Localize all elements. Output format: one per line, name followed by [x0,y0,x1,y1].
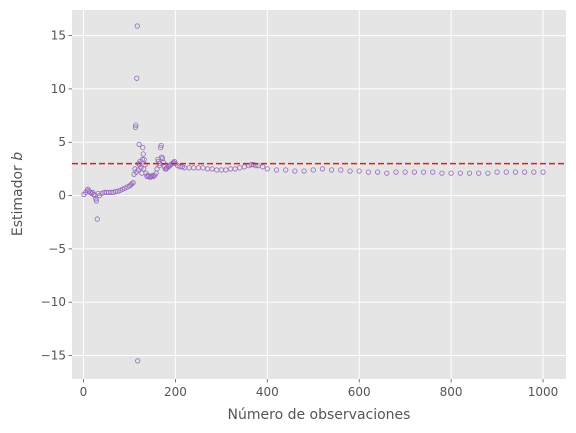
data-point [237,165,243,171]
y-axis-label-prefix: Estimador [10,161,26,236]
data-point [531,169,537,175]
data-point [209,166,215,172]
data-point [420,169,427,175]
data-point [140,144,146,151]
data-point [485,170,491,176]
y-tick-label: 0 [58,189,66,203]
data-point [448,170,454,176]
data-point [156,163,162,169]
x-tick-label: 0 [80,385,88,399]
y-tick-label: 5 [58,135,66,149]
y-tick-label: −10 [41,295,66,309]
data-point [319,166,326,172]
y-axis-label: Estimador b [10,152,26,236]
x-tick-label: 1000 [528,385,559,399]
data-point [134,23,140,29]
data-point [159,154,165,160]
y-tick-label: −15 [41,349,66,363]
data-point [148,173,155,179]
data-point [108,189,114,195]
data-point [512,169,519,175]
data-point [177,164,183,170]
data-point [466,170,473,176]
data-point [132,124,139,130]
data-point [90,191,97,198]
data-point [301,168,307,174]
data-point [133,122,139,128]
data-point [292,168,298,174]
data-point [393,169,399,175]
x-tick-label: 200 [164,385,187,399]
y-tick-label: 15 [51,29,66,43]
data-point [136,141,142,147]
data-point [384,170,390,176]
x-tick-label: 400 [256,385,279,399]
data-point [356,168,362,174]
x-axis-label: Número de observaciones [228,407,411,423]
x-tick-label: 600 [348,385,371,399]
data-point [94,216,100,222]
data-point [140,151,146,157]
data-point [200,165,206,171]
data-point [142,162,148,168]
data-point [129,181,135,187]
x-tick-label: 800 [440,385,463,399]
data-point [439,170,445,176]
data-point [457,170,463,176]
y-tick-label: −5 [48,242,66,256]
data-point [411,169,417,175]
data-point [130,180,136,186]
data-point [273,167,280,173]
data-point [113,188,119,194]
data-point [494,169,500,175]
data-point [232,166,238,172]
y-axis-ticks: −15 −10 −5 0 5 10 15 [41,29,72,363]
data-point [264,166,270,172]
data-point [540,169,546,175]
data-point [365,169,371,175]
data-point [223,167,229,173]
y-axis-label-variable: b [10,152,26,161]
data-point [260,164,266,170]
data-point [139,156,145,162]
data-point [329,167,335,173]
data-point [93,198,99,204]
data-point [402,169,408,175]
data-point [248,162,254,168]
data-point [135,358,141,364]
grid-lines [72,10,566,379]
data-point [158,144,164,151]
data-point [241,164,247,170]
data-point [430,169,436,175]
data-point [141,156,147,162]
data-point [150,173,156,179]
data-point [93,196,99,202]
y-tick-label: 10 [51,82,66,96]
data-point [158,142,164,149]
data-point [132,166,138,172]
data-point [476,170,482,176]
data-point [134,75,140,81]
data-point [347,168,353,174]
data-point [522,169,528,175]
data-point [283,167,289,173]
data-point [503,169,509,175]
data-point [255,163,261,169]
data-point [310,167,316,173]
data-point [138,165,144,171]
plot-area [72,10,566,379]
x-axis-ticks: 0 200 400 600 800 1000 [80,379,559,399]
data-point [374,169,381,175]
data-point [136,162,143,168]
data-point [338,167,344,173]
